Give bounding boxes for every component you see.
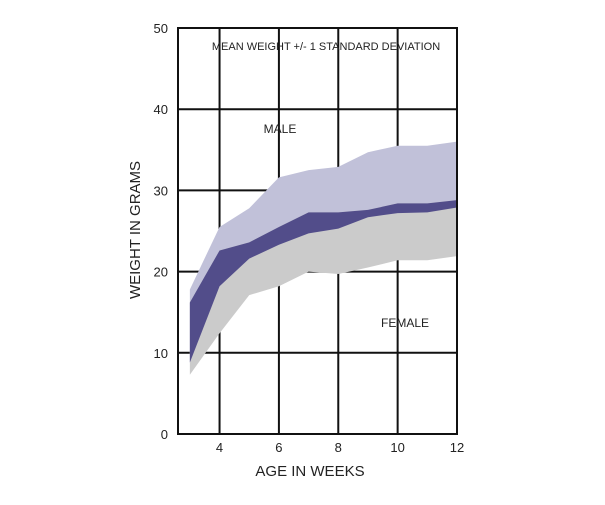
- y-tick-label: 0: [161, 427, 168, 442]
- y-tick-label: 30: [154, 183, 168, 198]
- x-tick-label: 8: [335, 440, 342, 455]
- y-tick-label: 40: [154, 102, 168, 117]
- band-overlap: [189, 200, 457, 363]
- x-axis-label: AGE IN WEEKS: [255, 463, 364, 480]
- y-tick-label: 20: [154, 265, 168, 280]
- plot-frame: [177, 27, 458, 435]
- series-label-male: MALE: [264, 122, 297, 136]
- band-male: [189, 141, 457, 363]
- x-tick-label: 12: [450, 440, 464, 455]
- x-tick-label: 6: [275, 440, 282, 455]
- y-tick-label: 10: [154, 346, 168, 361]
- bands: [189, 141, 457, 375]
- tick-labels: 0 10 20 30 40 50 4 6 8 10 12: [154, 21, 465, 455]
- x-tick-label: 10: [390, 440, 404, 455]
- series-label-female: FEMALE: [381, 316, 429, 330]
- y-axis-label: WEIGHT IN GRAMS: [127, 161, 144, 299]
- y-tick-label: 50: [154, 21, 168, 36]
- x-tick-label: 4: [216, 440, 223, 455]
- chart-title: MEAN WEIGHT +/- 1 STANDARD DEVIATION: [212, 41, 440, 53]
